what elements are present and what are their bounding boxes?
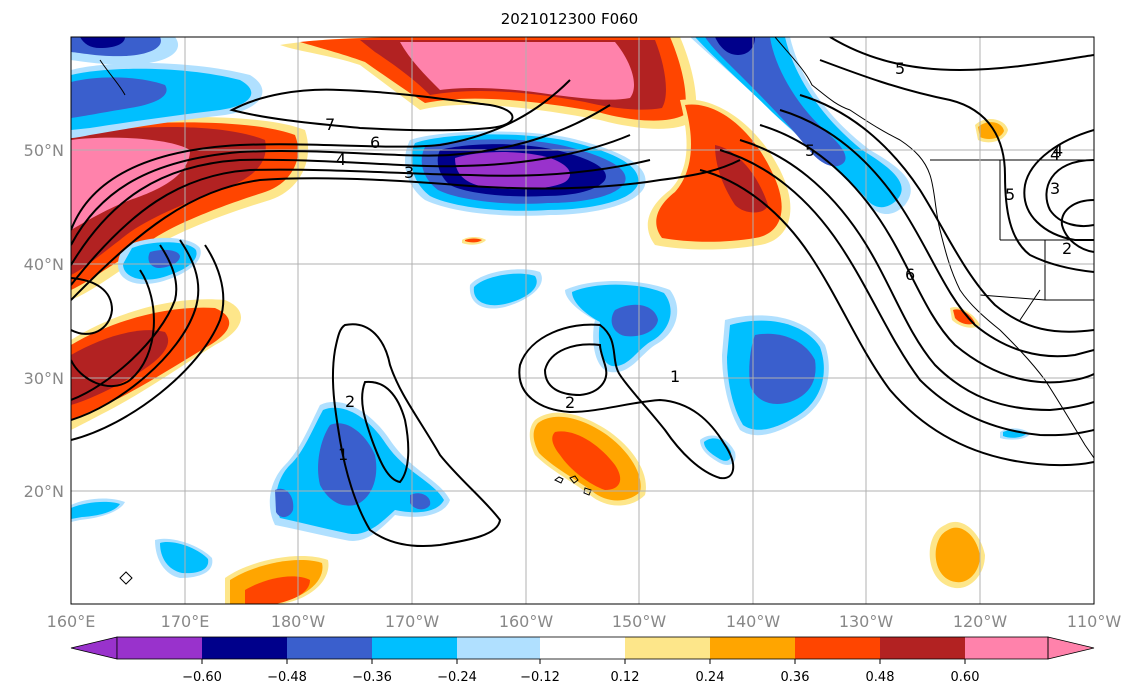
lon-label: 140°W	[726, 612, 781, 631]
contour-label: 7	[325, 115, 335, 134]
shading-layer	[71, 37, 1030, 604]
colorbar-tick-label: −0.12	[520, 670, 560, 685]
colorbar-tick-label: −0.48	[267, 670, 307, 685]
lat-label: 50°N	[24, 141, 64, 160]
contour-label: 4	[1053, 141, 1063, 160]
contour-label: 5	[805, 141, 815, 160]
map-panel: 7 6 5 4 3 2 1 5 4 6 5 4 3 2 2 1	[71, 37, 1094, 604]
colorbar-segment	[372, 637, 457, 659]
lon-label: 130°W	[839, 612, 894, 631]
lon-label: 160°E	[47, 612, 96, 631]
lat-label: 30°N	[24, 369, 64, 388]
lon-label: 170°W	[385, 612, 440, 631]
colorbar-segment	[457, 637, 540, 659]
colorbar-segment	[540, 637, 625, 659]
anomaly-north-positive	[280, 37, 697, 129]
lon-axis: 160°E 170°E 180°W 170°W 160°W 150°W 140°…	[47, 612, 1122, 631]
anomaly-coast-negative	[690, 37, 911, 215]
colorbar-tick-label: −0.24	[437, 670, 477, 685]
contour-label: 5	[1005, 185, 1015, 204]
contour-label: 6	[370, 133, 380, 152]
contour-label: 4	[1050, 145, 1060, 164]
lon-label: 170°E	[161, 612, 210, 631]
colorbar-segment	[795, 637, 880, 659]
colorbar-tick-label: 0.24	[696, 670, 725, 685]
colorbar-segment	[625, 637, 710, 659]
lat-label: 20°N	[24, 482, 64, 501]
colorbar-tick-label: 0.48	[866, 670, 895, 685]
colorbar-tick-label: 0.36	[781, 670, 810, 685]
colorbar-low-extend	[70, 636, 118, 660]
lon-label: 180°W	[271, 612, 326, 631]
lon-label: 120°W	[953, 612, 1008, 631]
coastlines	[99, 37, 1094, 585]
colorbar-segment	[710, 637, 795, 659]
anomaly-nw-negative	[71, 37, 263, 138]
anomaly-mid-negatives	[118, 237, 1030, 465]
lon-label: 150°W	[612, 612, 667, 631]
colorbar-segment	[965, 637, 1048, 659]
colorbar-tick-label: 0.60	[951, 670, 980, 685]
contour-label: 3	[404, 163, 414, 182]
colorbar-segment	[202, 637, 287, 659]
anomaly-south-negative	[71, 401, 450, 578]
contour-label: 3	[1050, 179, 1060, 198]
lon-label: 160°W	[499, 612, 554, 631]
colorbar-segment	[880, 637, 965, 659]
map-border	[70, 36, 1095, 605]
contour-label: 6	[905, 265, 915, 284]
anomaly-south-positives	[225, 118, 1008, 604]
colorbar-segment	[117, 637, 202, 659]
lon-label: 110°W	[1067, 612, 1122, 631]
colorbar-tick-label: −0.36	[352, 670, 392, 685]
contour-label: 5	[895, 59, 905, 78]
anomaly-central-negative	[405, 131, 646, 216]
colorbar-segment	[287, 637, 372, 659]
contour-label: 2	[345, 392, 355, 411]
contour-label: 1	[338, 445, 348, 464]
height-contours	[71, 37, 1094, 548]
contour-label: 4	[336, 150, 346, 169]
lat-axis: 50°N 40°N 30°N 20°N	[24, 141, 64, 501]
anomaly-gulf-positive	[647, 99, 791, 250]
map-title: 2021012300 F060	[500, 10, 639, 28]
contour-label: 1	[670, 367, 680, 386]
colorbar-high-extend	[1047, 636, 1095, 660]
colorbar-tick-label: −0.60	[182, 670, 222, 685]
contour-label: 2	[1062, 239, 1072, 258]
colorbar-tick-label: 0.12	[611, 670, 640, 685]
contour-label: 2	[565, 393, 575, 412]
lat-label: 40°N	[24, 255, 64, 274]
colorbar: −0.60 −0.48 −0.36 −0.24 −0.12 0.12 0.24 …	[70, 636, 1095, 685]
contour-labels: 7 6 5 4 3 2 1 5 4 6 5 4 3 2 2 1	[325, 59, 1072, 464]
